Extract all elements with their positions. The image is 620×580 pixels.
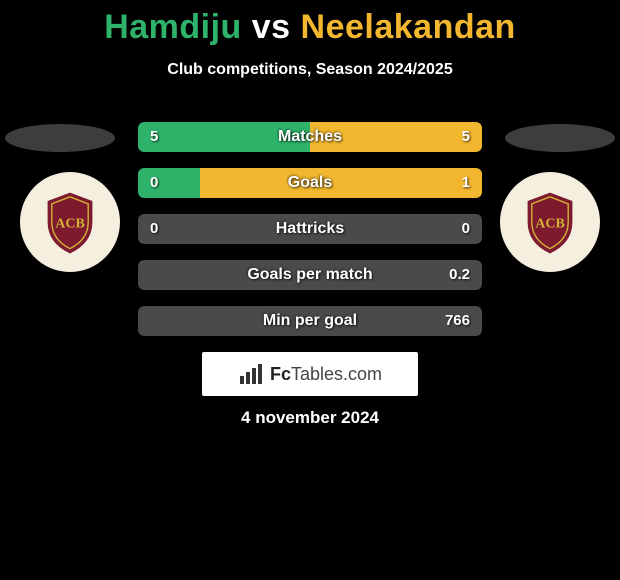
stat-label: Goals: [138, 168, 482, 198]
stat-label: Min per goal: [138, 306, 482, 336]
player1-name: Hamdiju: [104, 8, 242, 46]
stat-row: Matches5 5: [138, 122, 482, 152]
stats-bars-container: Matches55Goals01Hattricks00Goals per mat…: [138, 122, 482, 352]
brand-text: FcTables.com: [270, 364, 382, 385]
svg-text:ACB: ACB: [535, 217, 565, 232]
player2-club-logo: ACB: [500, 172, 600, 272]
stat-label: Matches: [138, 122, 482, 152]
brand-watermark: FcTables.com: [202, 352, 418, 396]
stat-row: Min per goal766: [138, 306, 482, 336]
player2-shadow-ellipse: [505, 124, 615, 152]
player1-shadow-ellipse: [5, 124, 115, 152]
bars-icon: [238, 362, 266, 386]
brand-prefix: Fc: [270, 364, 291, 384]
brand-suffix: Tables.com: [291, 364, 382, 384]
stat-row: Goals per match0.2: [138, 260, 482, 290]
svg-text:ACB: ACB: [55, 217, 85, 232]
comparison-title: Hamdiju vs Neelakandan: [0, 0, 620, 47]
stat-row: Goals0 1: [138, 168, 482, 198]
stat-row: Hattricks0 0: [138, 214, 482, 244]
snapshot-date: 4 november 2024: [0, 408, 620, 428]
stat-value-left: 0: [150, 214, 158, 244]
stat-value-right: 1: [462, 168, 470, 198]
stat-value-right: 766: [445, 306, 470, 336]
stat-label: Goals per match: [138, 260, 482, 290]
subtitle: Club competitions, Season 2024/2025: [0, 61, 620, 79]
stat-value-left: 0: [150, 168, 158, 198]
player2-name: Neelakandan: [301, 8, 516, 46]
club-shield-icon: ACB: [35, 187, 105, 257]
stat-value-left: 5: [150, 122, 158, 152]
club-shield-icon: ACB: [515, 187, 585, 257]
stat-label: Hattricks: [138, 214, 482, 244]
stat-value-right: 0.2: [449, 260, 470, 290]
vs-separator: vs: [252, 8, 291, 46]
stat-value-right: 5: [462, 122, 470, 152]
player1-club-logo: ACB: [20, 172, 120, 272]
stat-value-right: 0: [462, 214, 470, 244]
